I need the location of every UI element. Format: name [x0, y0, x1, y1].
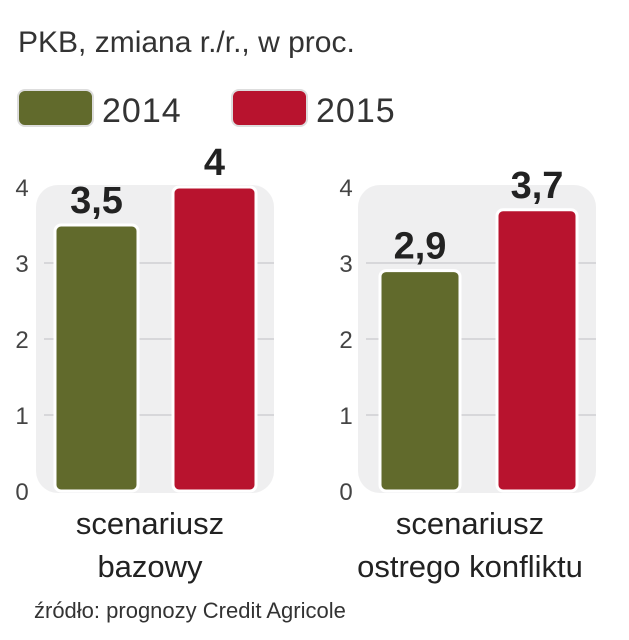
source-note: źródło: prognozy Credit Agricole [34, 598, 346, 623]
y-tick-label: 3 [339, 251, 352, 278]
bar-2015 [171, 185, 258, 493]
y-tick-label: 1 [15, 403, 28, 430]
category-label: bazowy [97, 549, 203, 584]
legend-swatch-2014 [17, 89, 94, 127]
y-tick-label: 2 [339, 327, 352, 354]
data-label: 2,9 [394, 226, 447, 268]
data-label: 3,7 [511, 165, 564, 207]
legend-label-2014: 2014 [102, 92, 182, 130]
y-tick-label: 3 [15, 251, 28, 278]
y-tick-label: 4 [339, 175, 352, 202]
data-label: 4 [204, 142, 225, 184]
y-tick-label: 2 [15, 327, 28, 354]
chart-title: PKB, zmiana r./r., w proc. [18, 26, 355, 59]
bar-2015 [495, 208, 579, 493]
category-label: scenariusz [76, 506, 224, 541]
legend-swatch-2015 [231, 89, 308, 127]
category-label: ostrego konfliktu [357, 549, 583, 584]
y-tick-label: 0 [15, 479, 28, 506]
bar-2014 [53, 223, 140, 493]
bar-2014 [378, 269, 462, 493]
legend-label-2015: 2015 [316, 92, 396, 130]
y-tick-label: 0 [339, 479, 352, 506]
legend: 2014 2015 [17, 89, 396, 130]
category-label: scenariusz [396, 506, 544, 541]
data-label: 3,5 [70, 180, 123, 222]
y-tick-label: 1 [339, 403, 352, 430]
y-tick-label: 4 [15, 175, 28, 202]
